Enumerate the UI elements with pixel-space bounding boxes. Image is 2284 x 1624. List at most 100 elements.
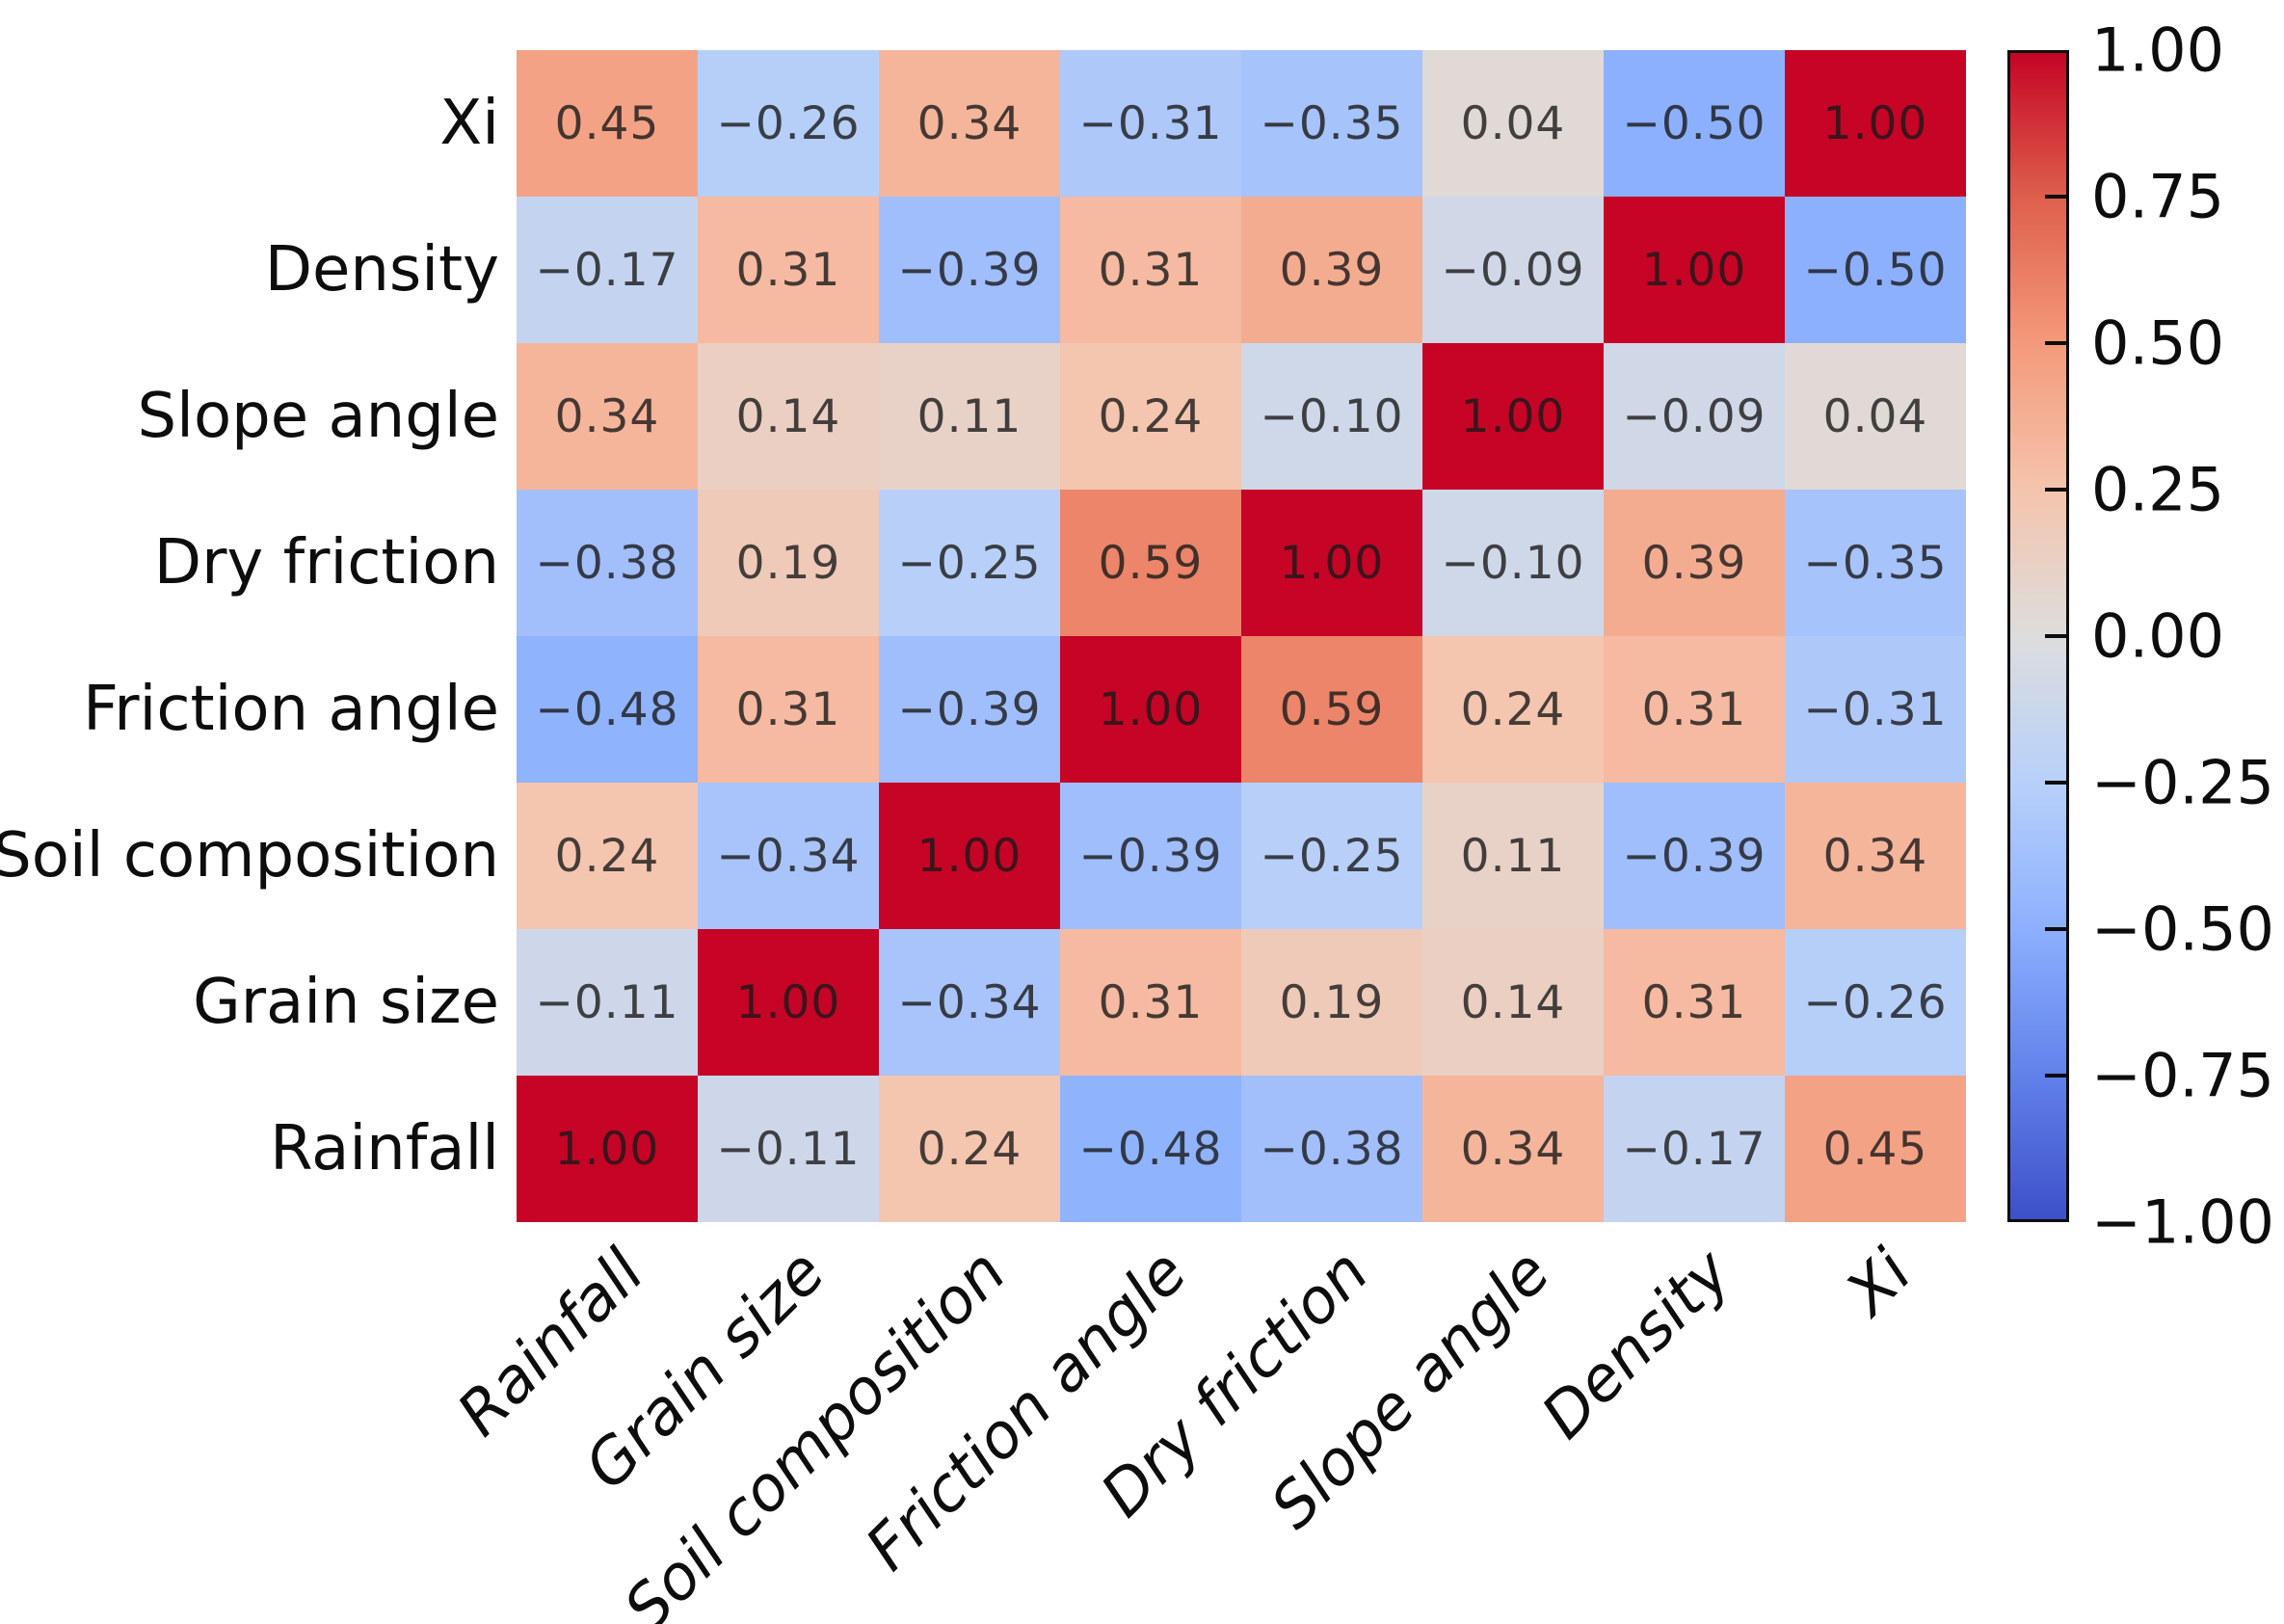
heatmap-cell: −0.17 (1604, 1076, 1785, 1222)
heatmap-cell: 1.00 (1785, 50, 1966, 197)
heatmap-cell: −0.26 (1785, 929, 1966, 1076)
heatmap-cell: −0.38 (1241, 1076, 1422, 1222)
heatmap-cell: −0.39 (1060, 783, 1241, 929)
heatmap-cell: 0.59 (1241, 636, 1422, 783)
cell-value: 0.39 (1279, 243, 1385, 297)
colorbar-tick-label: 0.25 (2091, 454, 2225, 525)
colorbar-tick-mark (2045, 195, 2066, 199)
heatmap-cell: 0.11 (879, 343, 1060, 490)
cell-value: 1.00 (1641, 243, 1747, 297)
cell-value: −0.48 (535, 682, 679, 736)
heatmap-cell: 1.00 (698, 929, 879, 1076)
heatmap-cell: −0.35 (1241, 50, 1422, 197)
heatmap-cell: 1.00 (1422, 343, 1604, 490)
heatmap-cell: −0.35 (1785, 490, 1966, 636)
heatmap-cell: 0.39 (1604, 490, 1785, 636)
cell-value: 0.34 (1460, 1122, 1566, 1176)
heatmap-cell: −0.39 (879, 636, 1060, 783)
cell-value: 0.31 (1641, 682, 1747, 736)
cell-value: −0.17 (535, 243, 679, 297)
heatmap-cell: 0.14 (1422, 929, 1604, 1076)
heatmap-cell: −0.50 (1604, 50, 1785, 197)
x-axis-label: Xi (1833, 1237, 1926, 1329)
cell-value: 0.59 (1279, 682, 1385, 736)
cell-value: 0.11 (1460, 829, 1566, 883)
heatmap-cell: −0.09 (1604, 343, 1785, 490)
heatmap-cell: 0.45 (1785, 1076, 1966, 1222)
y-axis-label: Soil composition (0, 820, 499, 892)
colorbar-tick-mark (2045, 1074, 2066, 1078)
cell-value: 0.19 (1279, 975, 1385, 1029)
heatmap-cell: 1.00 (1604, 197, 1785, 343)
heatmap-cell: 1.00 (1241, 490, 1422, 636)
heatmap-grid: 0.45 −0.26 0.34 −0.31 −0.35 0.04 −0.50 1.00 −0.1… (517, 50, 1966, 1222)
cell-value: −0.39 (897, 243, 1042, 297)
heatmap-cell: −0.17 (517, 197, 698, 343)
cell-value: 0.31 (1098, 243, 1204, 297)
colorbar-tick-label: 1.00 (2091, 14, 2225, 86)
heatmap-cell: −0.09 (1422, 197, 1604, 343)
colorbar-tick-mark (2045, 927, 2066, 931)
heatmap-cell: 0.34 (1422, 1076, 1604, 1222)
heatmap-cell: −0.11 (517, 929, 698, 1076)
cell-value: 0.24 (1460, 682, 1566, 736)
cell-value: 0.11 (916, 389, 1022, 443)
cell-value: −0.34 (897, 975, 1042, 1029)
cell-value: −0.31 (1803, 682, 1948, 736)
heatmap-cell: −0.50 (1785, 197, 1966, 343)
heatmap-cell: 0.31 (698, 197, 879, 343)
cell-value: 0.34 (916, 96, 1022, 150)
heatmap-cell: 0.04 (1785, 343, 1966, 490)
heatmap-cell: 0.34 (1785, 783, 1966, 929)
cell-value: −0.25 (897, 536, 1042, 590)
heatmap-cell: −0.10 (1422, 490, 1604, 636)
cell-value: −0.09 (1622, 389, 1766, 443)
cell-value: −0.39 (897, 682, 1042, 736)
heatmap-cell: −0.31 (1060, 50, 1241, 197)
heatmap-cell: −0.25 (879, 490, 1060, 636)
y-axis-label: Dry friction (153, 527, 499, 599)
cell-value: 0.14 (1460, 975, 1566, 1029)
heatmap-cell: 0.34 (879, 50, 1060, 197)
heatmap-cell: −0.26 (698, 50, 879, 197)
cell-value: 0.31 (1641, 975, 1747, 1029)
heatmap-cell: 0.24 (1060, 343, 1241, 490)
colorbar-tick-label: −0.25 (2091, 747, 2274, 818)
cell-value: 0.31 (735, 243, 841, 297)
cell-value: −0.39 (1078, 829, 1223, 883)
colorbar-tick-mark (2045, 634, 2066, 638)
heatmap-cell: 0.14 (698, 343, 879, 490)
colorbar-tick-label: −0.75 (2091, 1040, 2274, 1111)
cell-value: 0.34 (554, 389, 660, 443)
heatmap-cell: −0.48 (517, 636, 698, 783)
heatmap-cell: 0.59 (1060, 490, 1241, 636)
cell-value: −0.11 (535, 975, 679, 1029)
heatmap-cell: 0.31 (698, 636, 879, 783)
heatmap-cell: 0.11 (1422, 783, 1604, 929)
colorbar-tick-mark (2045, 341, 2066, 345)
cell-value: −0.34 (716, 829, 861, 883)
cell-value: −0.26 (716, 96, 861, 150)
cell-value: −0.26 (1803, 975, 1948, 1029)
cell-value: 1.00 (1279, 536, 1385, 590)
cell-value: −0.11 (716, 1122, 861, 1176)
heatmap-cell: −0.39 (1604, 783, 1785, 929)
heatmap-cell: 0.24 (517, 783, 698, 929)
heatmap-cell: 0.45 (517, 50, 698, 197)
y-axis-label: Grain size (193, 967, 499, 1038)
cell-value: 0.34 (1822, 829, 1928, 883)
cell-value: 0.45 (554, 96, 660, 150)
cell-value: 1.00 (1460, 389, 1566, 443)
cell-value: −0.09 (1441, 243, 1585, 297)
cell-value: −0.25 (1260, 829, 1404, 883)
cell-value: 1.00 (554, 1122, 660, 1176)
cell-value: 0.14 (735, 389, 841, 443)
x-axis-label: Density (1527, 1237, 1745, 1453)
y-axis-label: Xi (439, 88, 499, 159)
cell-value: −0.17 (1622, 1122, 1766, 1176)
heatmap-cell: 0.04 (1422, 50, 1604, 197)
y-axis-label: Slope angle (137, 381, 499, 452)
colorbar-tick-mark (2045, 781, 2066, 785)
cell-value: 0.31 (735, 682, 841, 736)
